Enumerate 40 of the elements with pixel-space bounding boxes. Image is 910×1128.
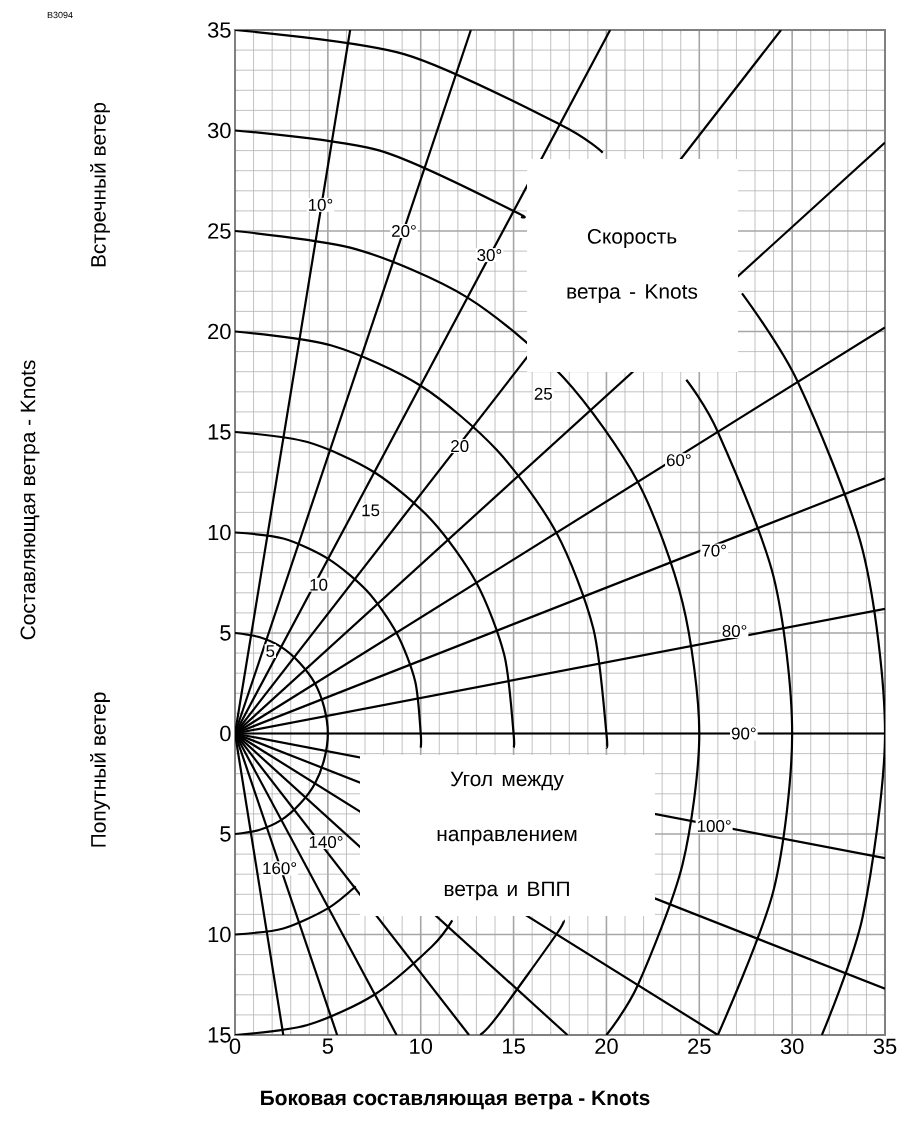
y-tick-label: 20	[208, 323, 231, 340]
annotation: 5	[266, 645, 275, 657]
annotation: 10°	[308, 198, 333, 211]
y-tick-label: 5	[220, 826, 231, 842]
annotation: 60°	[666, 454, 691, 467]
text: Скорость ветра - Knots	[567, 229, 698, 303]
y-tick-label: 15	[208, 1027, 231, 1043]
annotation: 70°	[702, 544, 726, 557]
text: Угол между направлением ветра и ВПП	[437, 771, 577, 901]
x-tick-label: 5	[322, 1038, 334, 1054]
x-tick-label: 15	[503, 1038, 525, 1054]
text: Встречный ветер	[90, 102, 110, 267]
text: Попутный ветер	[90, 692, 110, 847]
x-tick-label: 25	[688, 1038, 711, 1055]
y-tick-label: 10	[208, 524, 231, 541]
annotation: 10	[310, 578, 328, 591]
x-tick-label: 30	[780, 1038, 804, 1055]
annotation: 90°	[731, 727, 756, 740]
annotation: 25	[534, 387, 552, 400]
annotation: 80°	[722, 624, 747, 637]
y-tick-label: 15	[208, 424, 231, 440]
annotation: 15	[362, 504, 380, 517]
text: Составляющая ветра - Knots	[20, 360, 40, 640]
y-tick-label: 30	[207, 122, 231, 139]
annotation: 100°	[697, 819, 731, 832]
x-tick-label: 10	[410, 1038, 433, 1055]
y-tick-label: 35	[207, 22, 231, 38]
x-tick-label: 35	[873, 1038, 897, 1055]
annotation: 30°	[477, 249, 502, 262]
x-tick-label: 20	[595, 1038, 618, 1055]
y-tick-label: 25	[208, 223, 231, 239]
text: B3094	[47, 11, 73, 19]
annotation: 140°	[309, 836, 343, 849]
annotation: 160°	[263, 862, 297, 875]
x-axis-title: Боковая составляющая ветра - Knots	[261, 1090, 650, 1110]
annotation: 20°	[392, 225, 416, 237]
y-tick-label: 0	[220, 725, 231, 742]
y-tick-label: 5	[220, 625, 231, 641]
annotation: 20	[451, 440, 469, 453]
y-tick-label: 10	[208, 926, 231, 943]
